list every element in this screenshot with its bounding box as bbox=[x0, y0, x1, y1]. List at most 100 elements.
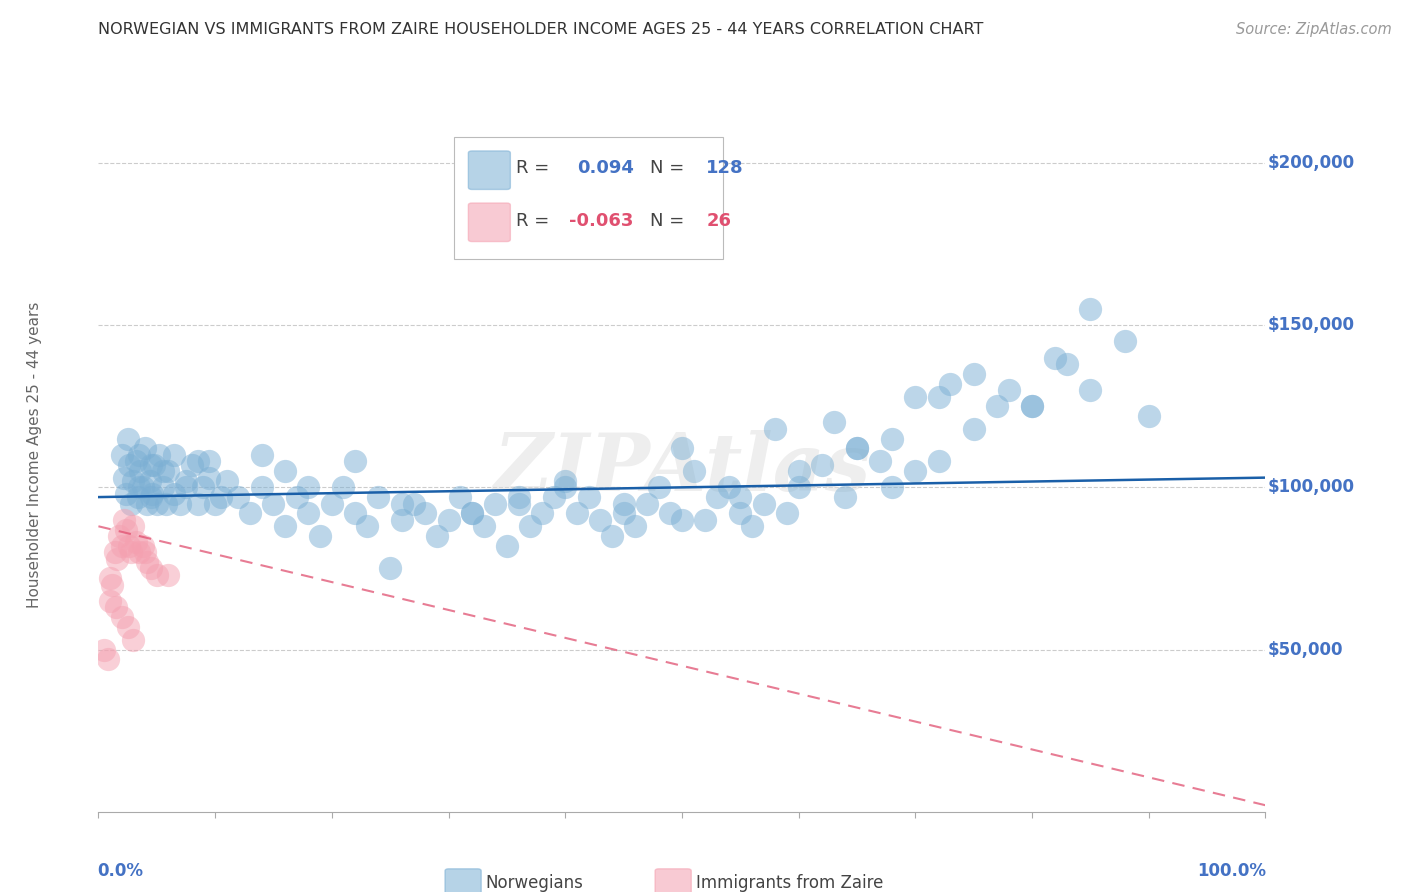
Point bbox=[823, 416, 845, 430]
Point bbox=[484, 497, 506, 511]
Point bbox=[122, 632, 145, 647]
Point bbox=[174, 480, 197, 494]
Point bbox=[682, 464, 704, 478]
Text: NORWEGIAN VS IMMIGRANTS FROM ZAIRE HOUSEHOLDER INCOME AGES 25 - 44 YEARS CORRELA: NORWEGIAN VS IMMIGRANTS FROM ZAIRE HOUSE… bbox=[98, 22, 984, 37]
Point bbox=[115, 487, 138, 501]
Point bbox=[706, 490, 728, 504]
Point bbox=[141, 487, 163, 501]
Point bbox=[143, 458, 166, 472]
Point bbox=[146, 568, 169, 582]
Point bbox=[472, 519, 495, 533]
Point bbox=[297, 480, 319, 494]
Point bbox=[356, 519, 378, 533]
Point bbox=[152, 480, 174, 494]
Point bbox=[939, 376, 962, 391]
Point bbox=[297, 506, 319, 520]
Point bbox=[554, 474, 576, 488]
Point bbox=[262, 497, 284, 511]
Point bbox=[118, 539, 141, 553]
Point bbox=[104, 545, 127, 559]
Point bbox=[108, 529, 131, 543]
Point bbox=[125, 454, 148, 468]
Point bbox=[787, 464, 810, 478]
Text: Householder Income Ages 25 - 44 years: Householder Income Ages 25 - 44 years bbox=[27, 301, 42, 608]
Point bbox=[776, 506, 799, 520]
Point bbox=[845, 442, 868, 456]
Point bbox=[125, 535, 148, 549]
Point bbox=[93, 642, 115, 657]
Point bbox=[671, 442, 693, 456]
Point bbox=[344, 506, 367, 520]
Point bbox=[187, 497, 209, 511]
Point bbox=[157, 568, 180, 582]
Text: ZIPAtlas: ZIPAtlas bbox=[494, 431, 870, 508]
Point bbox=[928, 454, 950, 468]
Point bbox=[378, 561, 402, 575]
Point bbox=[426, 529, 449, 543]
Point bbox=[449, 490, 471, 504]
Point bbox=[565, 506, 588, 520]
Point bbox=[695, 513, 717, 527]
Point bbox=[105, 551, 128, 566]
Point bbox=[98, 571, 121, 585]
Point bbox=[508, 490, 530, 504]
Point bbox=[136, 497, 159, 511]
FancyBboxPatch shape bbox=[446, 869, 481, 892]
Point bbox=[461, 506, 484, 520]
Point bbox=[1137, 409, 1160, 423]
Point bbox=[127, 490, 149, 504]
Point bbox=[636, 497, 658, 511]
Point bbox=[128, 480, 150, 494]
Point bbox=[624, 519, 647, 533]
Point bbox=[128, 545, 150, 559]
Point bbox=[752, 497, 775, 511]
Point bbox=[787, 480, 810, 494]
Point bbox=[869, 454, 891, 468]
Point bbox=[612, 506, 634, 520]
Point bbox=[904, 464, 927, 478]
Text: -0.063: -0.063 bbox=[568, 212, 633, 230]
Point bbox=[880, 432, 903, 446]
Point bbox=[321, 497, 343, 511]
Text: 128: 128 bbox=[706, 159, 744, 177]
FancyBboxPatch shape bbox=[454, 137, 723, 259]
Point bbox=[1021, 399, 1043, 413]
Point bbox=[763, 422, 786, 436]
Point bbox=[198, 470, 221, 484]
Point bbox=[578, 490, 600, 504]
Point bbox=[845, 442, 868, 456]
Point bbox=[209, 490, 232, 504]
Point bbox=[122, 519, 145, 533]
Point bbox=[1021, 399, 1043, 413]
Point bbox=[600, 529, 623, 543]
Point bbox=[741, 519, 763, 533]
Point bbox=[122, 474, 145, 488]
Point bbox=[1080, 301, 1102, 316]
Point bbox=[120, 545, 142, 559]
Text: 0.094: 0.094 bbox=[576, 159, 634, 177]
Text: $200,000: $200,000 bbox=[1268, 154, 1355, 172]
Text: $50,000: $50,000 bbox=[1268, 640, 1343, 658]
Point bbox=[128, 448, 150, 462]
Point bbox=[880, 480, 903, 494]
Point bbox=[717, 480, 740, 494]
Point bbox=[132, 539, 155, 553]
Point bbox=[928, 390, 950, 404]
Text: Immigrants from Zaire: Immigrants from Zaire bbox=[696, 874, 883, 892]
Point bbox=[112, 513, 135, 527]
Point bbox=[437, 513, 460, 527]
Point bbox=[120, 497, 142, 511]
Point bbox=[274, 519, 297, 533]
Point bbox=[134, 545, 156, 559]
FancyBboxPatch shape bbox=[655, 869, 692, 892]
Point bbox=[274, 464, 297, 478]
Point bbox=[309, 529, 332, 543]
Point bbox=[332, 480, 354, 494]
Point bbox=[139, 490, 162, 504]
Point bbox=[155, 497, 177, 511]
Point bbox=[115, 523, 138, 537]
Point bbox=[543, 490, 565, 504]
Point bbox=[962, 422, 984, 436]
Point bbox=[285, 490, 308, 504]
Point bbox=[215, 474, 238, 488]
